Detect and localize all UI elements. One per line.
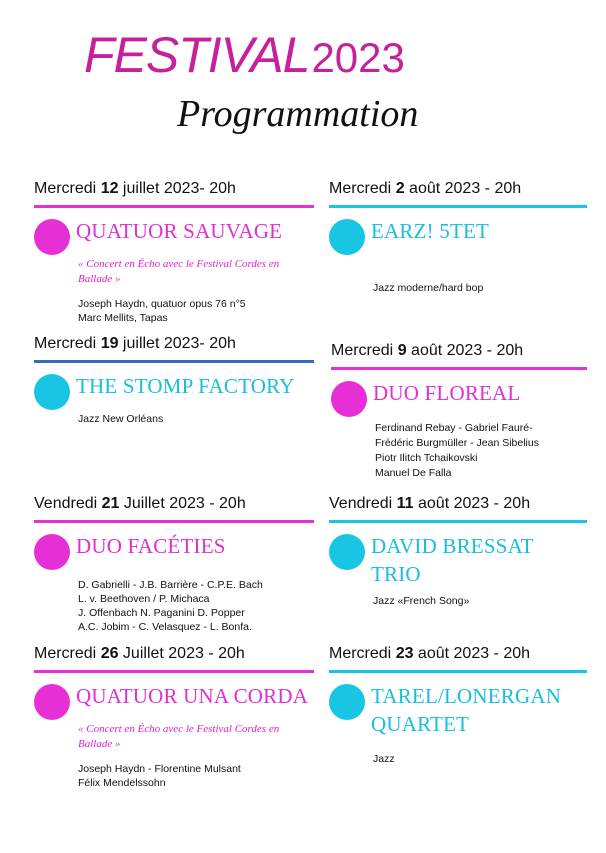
event-david-bressat-trio: Vendredi 11 août 2023 - 20h DAVID BRESSA…	[329, 495, 587, 608]
event-divider	[34, 360, 314, 363]
event-name: DUO FLOREAL	[373, 381, 521, 405]
event-divider	[329, 205, 587, 208]
event-quatuor-una-corda: Mercredi 26 Juillet 2023 - 20h QUATUOR U…	[34, 645, 314, 790]
event-date: Mercredi 12 juillet 2023- 20h	[34, 180, 236, 197]
event-tarel-lonergan-quartet: Mercredi 23 août 2023 - 20h TAREL/LONERG…	[329, 645, 587, 766]
programme-subtitle: Programmation	[177, 93, 419, 135]
event-details: D. Gabrielli - J.B. Barrière - C.P.E. Ba…	[78, 579, 263, 633]
festival-word: FESTIVAL	[84, 27, 310, 83]
event-note: « Concert en Écho avec le Festival Corde…	[78, 258, 280, 285]
event-name: DAVID BRESSAT TRIO	[371, 534, 534, 586]
circle-marker-icon	[329, 534, 365, 570]
circle-marker-icon	[329, 684, 365, 720]
event-divider	[329, 520, 587, 523]
event-divider	[34, 205, 314, 208]
circle-marker-icon	[34, 684, 70, 720]
festival-title: FESTIVAL2023	[84, 26, 405, 84]
event-details: Joseph Haydn - Florentine Mulsant Félix …	[78, 763, 241, 789]
event-date: Mercredi 2 août 2023 - 20h	[329, 180, 522, 197]
event-note: « Concert en Écho avec le Festival Corde…	[78, 723, 280, 750]
event-details: Jazz moderne/hard bop	[373, 282, 484, 294]
event-details: Jazz	[373, 753, 395, 765]
event-details: Jazz «French Song»	[373, 595, 470, 607]
event-earz-5tet: Mercredi 2 août 2023 - 20h EARZ! 5TET Ja…	[329, 180, 587, 295]
event-details: Ferdinand Rebay - Gabriel Fauré- Frédéri…	[375, 422, 539, 479]
event-name: EARZ! 5TET	[371, 219, 490, 243]
event-date: Vendredi 11 août 2023 - 20h	[329, 495, 531, 512]
event-name: TAREL/LONERGAN QUARTET	[371, 684, 562, 736]
circle-marker-icon	[34, 534, 70, 570]
event-divider	[329, 670, 587, 673]
event-name: THE STOMP FACTORY	[76, 374, 295, 398]
event-name: QUATUOR SAUVAGE	[76, 219, 283, 243]
circle-marker-icon	[34, 374, 70, 410]
event-details: Joseph Haydn, quatuor opus 76 n°5 Marc M…	[78, 298, 246, 324]
event-date: Mercredi 19 juillet 2023- 20h	[34, 335, 236, 352]
circle-marker-icon	[329, 219, 365, 255]
event-date: Mercredi 26 Juillet 2023 - 20h	[34, 645, 245, 662]
event-divider	[34, 520, 314, 523]
event-date: Mercredi 23 août 2023 - 20h	[329, 645, 531, 662]
event-duo-faceties: Vendredi 21 Juillet 2023 - 20h DUO FACÉT…	[34, 495, 314, 634]
event-duo-floreal: Mercredi 9 août 2023 - 20h DUO FLOREAL F…	[331, 342, 587, 481]
event-quatuor-sauvage: Mercredi 12 juillet 2023- 20h QUATUOR SA…	[34, 180, 314, 325]
event-divider	[34, 670, 314, 673]
event-divider	[331, 367, 587, 370]
event-details: Jazz New Orléans	[78, 413, 164, 425]
circle-marker-icon	[331, 381, 367, 417]
festival-year: 2023	[311, 34, 405, 81]
circle-marker-icon	[34, 219, 70, 255]
event-name: QUATUOR UNA CORDA	[76, 684, 309, 708]
event-the-stomp-factory: Mercredi 19 juillet 2023- 20h THE STOMP …	[34, 335, 314, 426]
event-date: Mercredi 9 août 2023 - 20h	[331, 342, 524, 359]
event-name: DUO FACÉTIES	[76, 534, 226, 558]
event-date: Vendredi 21 Juillet 2023 - 20h	[34, 495, 246, 512]
